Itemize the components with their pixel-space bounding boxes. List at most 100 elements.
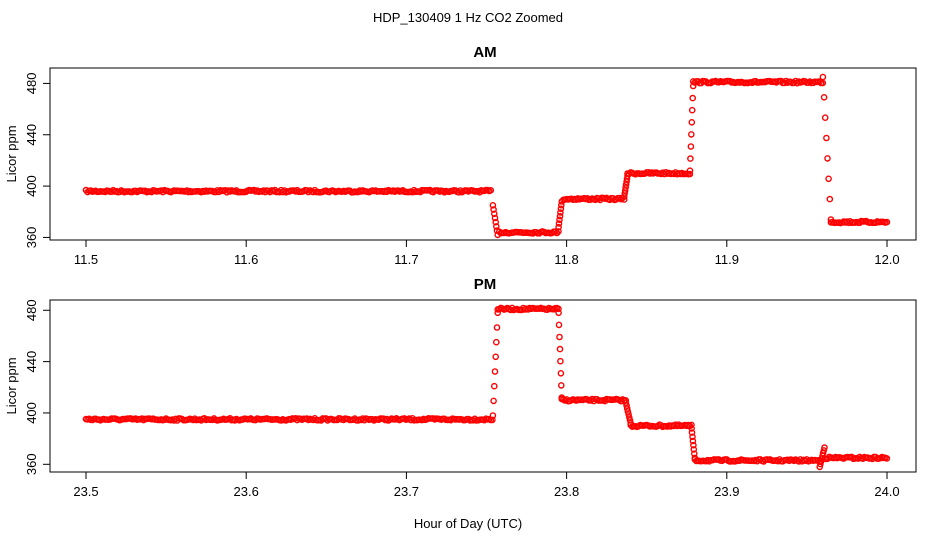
y-tick-label: 400 bbox=[24, 175, 39, 197]
data-point-pm bbox=[493, 324, 501, 331]
x-tick-label: 11.5 bbox=[74, 252, 98, 267]
y-tick-label: 360 bbox=[24, 227, 39, 249]
data-point-pm bbox=[624, 408, 632, 415]
data-point-pm bbox=[821, 444, 828, 451]
data-point-am bbox=[555, 223, 562, 231]
data-point-pm bbox=[626, 414, 633, 421]
panel-title-am: AM bbox=[473, 44, 496, 61]
data-point-am bbox=[819, 73, 827, 81]
panel-title-pm: PM bbox=[474, 276, 497, 293]
data-point-am bbox=[494, 231, 502, 239]
data-point-am bbox=[820, 94, 828, 101]
data-point-pm bbox=[625, 411, 632, 418]
data-points-pm bbox=[82, 304, 891, 471]
x-tick-label: 11.9 bbox=[715, 252, 739, 267]
data-points-am bbox=[82, 73, 891, 239]
data-point-pm bbox=[491, 368, 499, 375]
data-point-am bbox=[492, 218, 500, 226]
data-point-pm bbox=[688, 425, 695, 432]
x-tick-label: 12.0 bbox=[874, 252, 899, 267]
x-tick-label: 11.8 bbox=[554, 252, 578, 267]
data-point-am bbox=[824, 155, 831, 162]
data-point-am bbox=[688, 119, 696, 126]
data-point-am bbox=[556, 216, 563, 224]
data-point-pm bbox=[557, 357, 564, 365]
data-point-am bbox=[686, 167, 694, 174]
y-tick-label: 400 bbox=[24, 402, 39, 424]
data-point-am bbox=[621, 190, 629, 197]
data-point-pm bbox=[490, 397, 497, 405]
x-tick-label: 11.7 bbox=[394, 252, 418, 267]
data-point-pm bbox=[489, 412, 497, 419]
data-point-pm bbox=[558, 382, 565, 389]
x-tick-label: 23.6 bbox=[234, 484, 259, 499]
data-point-pm bbox=[622, 399, 630, 407]
data-point-am bbox=[622, 181, 630, 188]
y-tick-label: 440 bbox=[24, 124, 39, 146]
data-point-am bbox=[555, 220, 563, 227]
data-point-am bbox=[553, 229, 561, 237]
data-point-am bbox=[558, 198, 566, 205]
data-point-am bbox=[491, 214, 499, 222]
data-point-am bbox=[556, 212, 564, 220]
data-point-pm bbox=[489, 416, 496, 424]
data-point-am bbox=[557, 205, 565, 213]
data-point-am bbox=[620, 196, 628, 203]
data-point-am bbox=[490, 206, 497, 213]
data-point-am bbox=[623, 175, 631, 183]
y-axis-ticks-am: 360 400 440 480 bbox=[24, 73, 50, 249]
data-point-am bbox=[492, 223, 500, 230]
y-tick-label: 360 bbox=[24, 453, 39, 475]
data-point-pm bbox=[492, 338, 500, 346]
data-point-pm bbox=[688, 421, 695, 429]
data-point-am bbox=[883, 218, 891, 226]
data-point-am bbox=[555, 228, 562, 235]
x-axis-ticks-am: 11.5 11.6 11.7 11.8 11.9 12.0 bbox=[74, 240, 900, 267]
data-point-pm bbox=[691, 450, 698, 458]
data-point-pm bbox=[689, 437, 697, 445]
data-point-pm bbox=[690, 441, 697, 449]
x-tick-label: 23.9 bbox=[714, 484, 739, 499]
y-axis-label-am: Licor ppm bbox=[4, 125, 19, 182]
data-point-pm bbox=[492, 353, 500, 361]
data-point-pm bbox=[494, 309, 502, 317]
data-point-am bbox=[825, 175, 832, 183]
data-point-pm bbox=[626, 416, 634, 424]
panel-am: AM Licor ppm 11.5 11.6 11.7 11.8 11.9 12.0 36… bbox=[4, 44, 917, 267]
data-point-pm bbox=[690, 446, 698, 453]
data-point-am bbox=[686, 170, 694, 178]
y-axis-ticks-pm: 360 400 440 480 bbox=[24, 299, 50, 475]
data-point-am bbox=[816, 78, 823, 85]
data-point-am bbox=[623, 178, 630, 185]
data-point-am bbox=[624, 172, 631, 180]
data-point-am bbox=[819, 79, 827, 87]
x-tick-label: 23.5 bbox=[73, 484, 98, 499]
data-point-am bbox=[487, 186, 495, 194]
panel-pm: PM Licor ppm 23.5 23.6 23.7 23.8 23.9 24.0 36… bbox=[4, 276, 917, 499]
x-tick-label: 11.6 bbox=[234, 252, 258, 267]
data-point-pm bbox=[623, 405, 631, 412]
data-point-am bbox=[622, 184, 629, 191]
data-point-am bbox=[688, 106, 696, 114]
data-point-pm bbox=[691, 454, 699, 462]
data-point-am bbox=[490, 210, 498, 218]
y-tick-label: 480 bbox=[24, 299, 39, 321]
x-tick-label: 24.0 bbox=[874, 484, 899, 499]
data-point-am bbox=[621, 193, 628, 200]
x-axis-label: Hour of Day (UTC) bbox=[414, 516, 522, 531]
data-point-pm bbox=[689, 433, 696, 441]
data-point-pm bbox=[490, 382, 498, 390]
data-point-am bbox=[827, 216, 835, 223]
x-tick-label: 23.7 bbox=[394, 484, 419, 499]
data-point-am bbox=[493, 227, 501, 234]
data-point-am bbox=[489, 201, 497, 209]
plot-frame-am bbox=[49, 67, 917, 241]
data-point-am bbox=[823, 134, 830, 142]
figure-title: HDP_130409 1 Hz CO2 Zoomed bbox=[373, 10, 563, 25]
data-point-pm bbox=[627, 419, 635, 427]
data-point-am bbox=[687, 143, 695, 150]
y-tick-label: 440 bbox=[24, 351, 39, 373]
data-point-pm bbox=[555, 321, 563, 329]
data-point-pm bbox=[623, 402, 630, 409]
